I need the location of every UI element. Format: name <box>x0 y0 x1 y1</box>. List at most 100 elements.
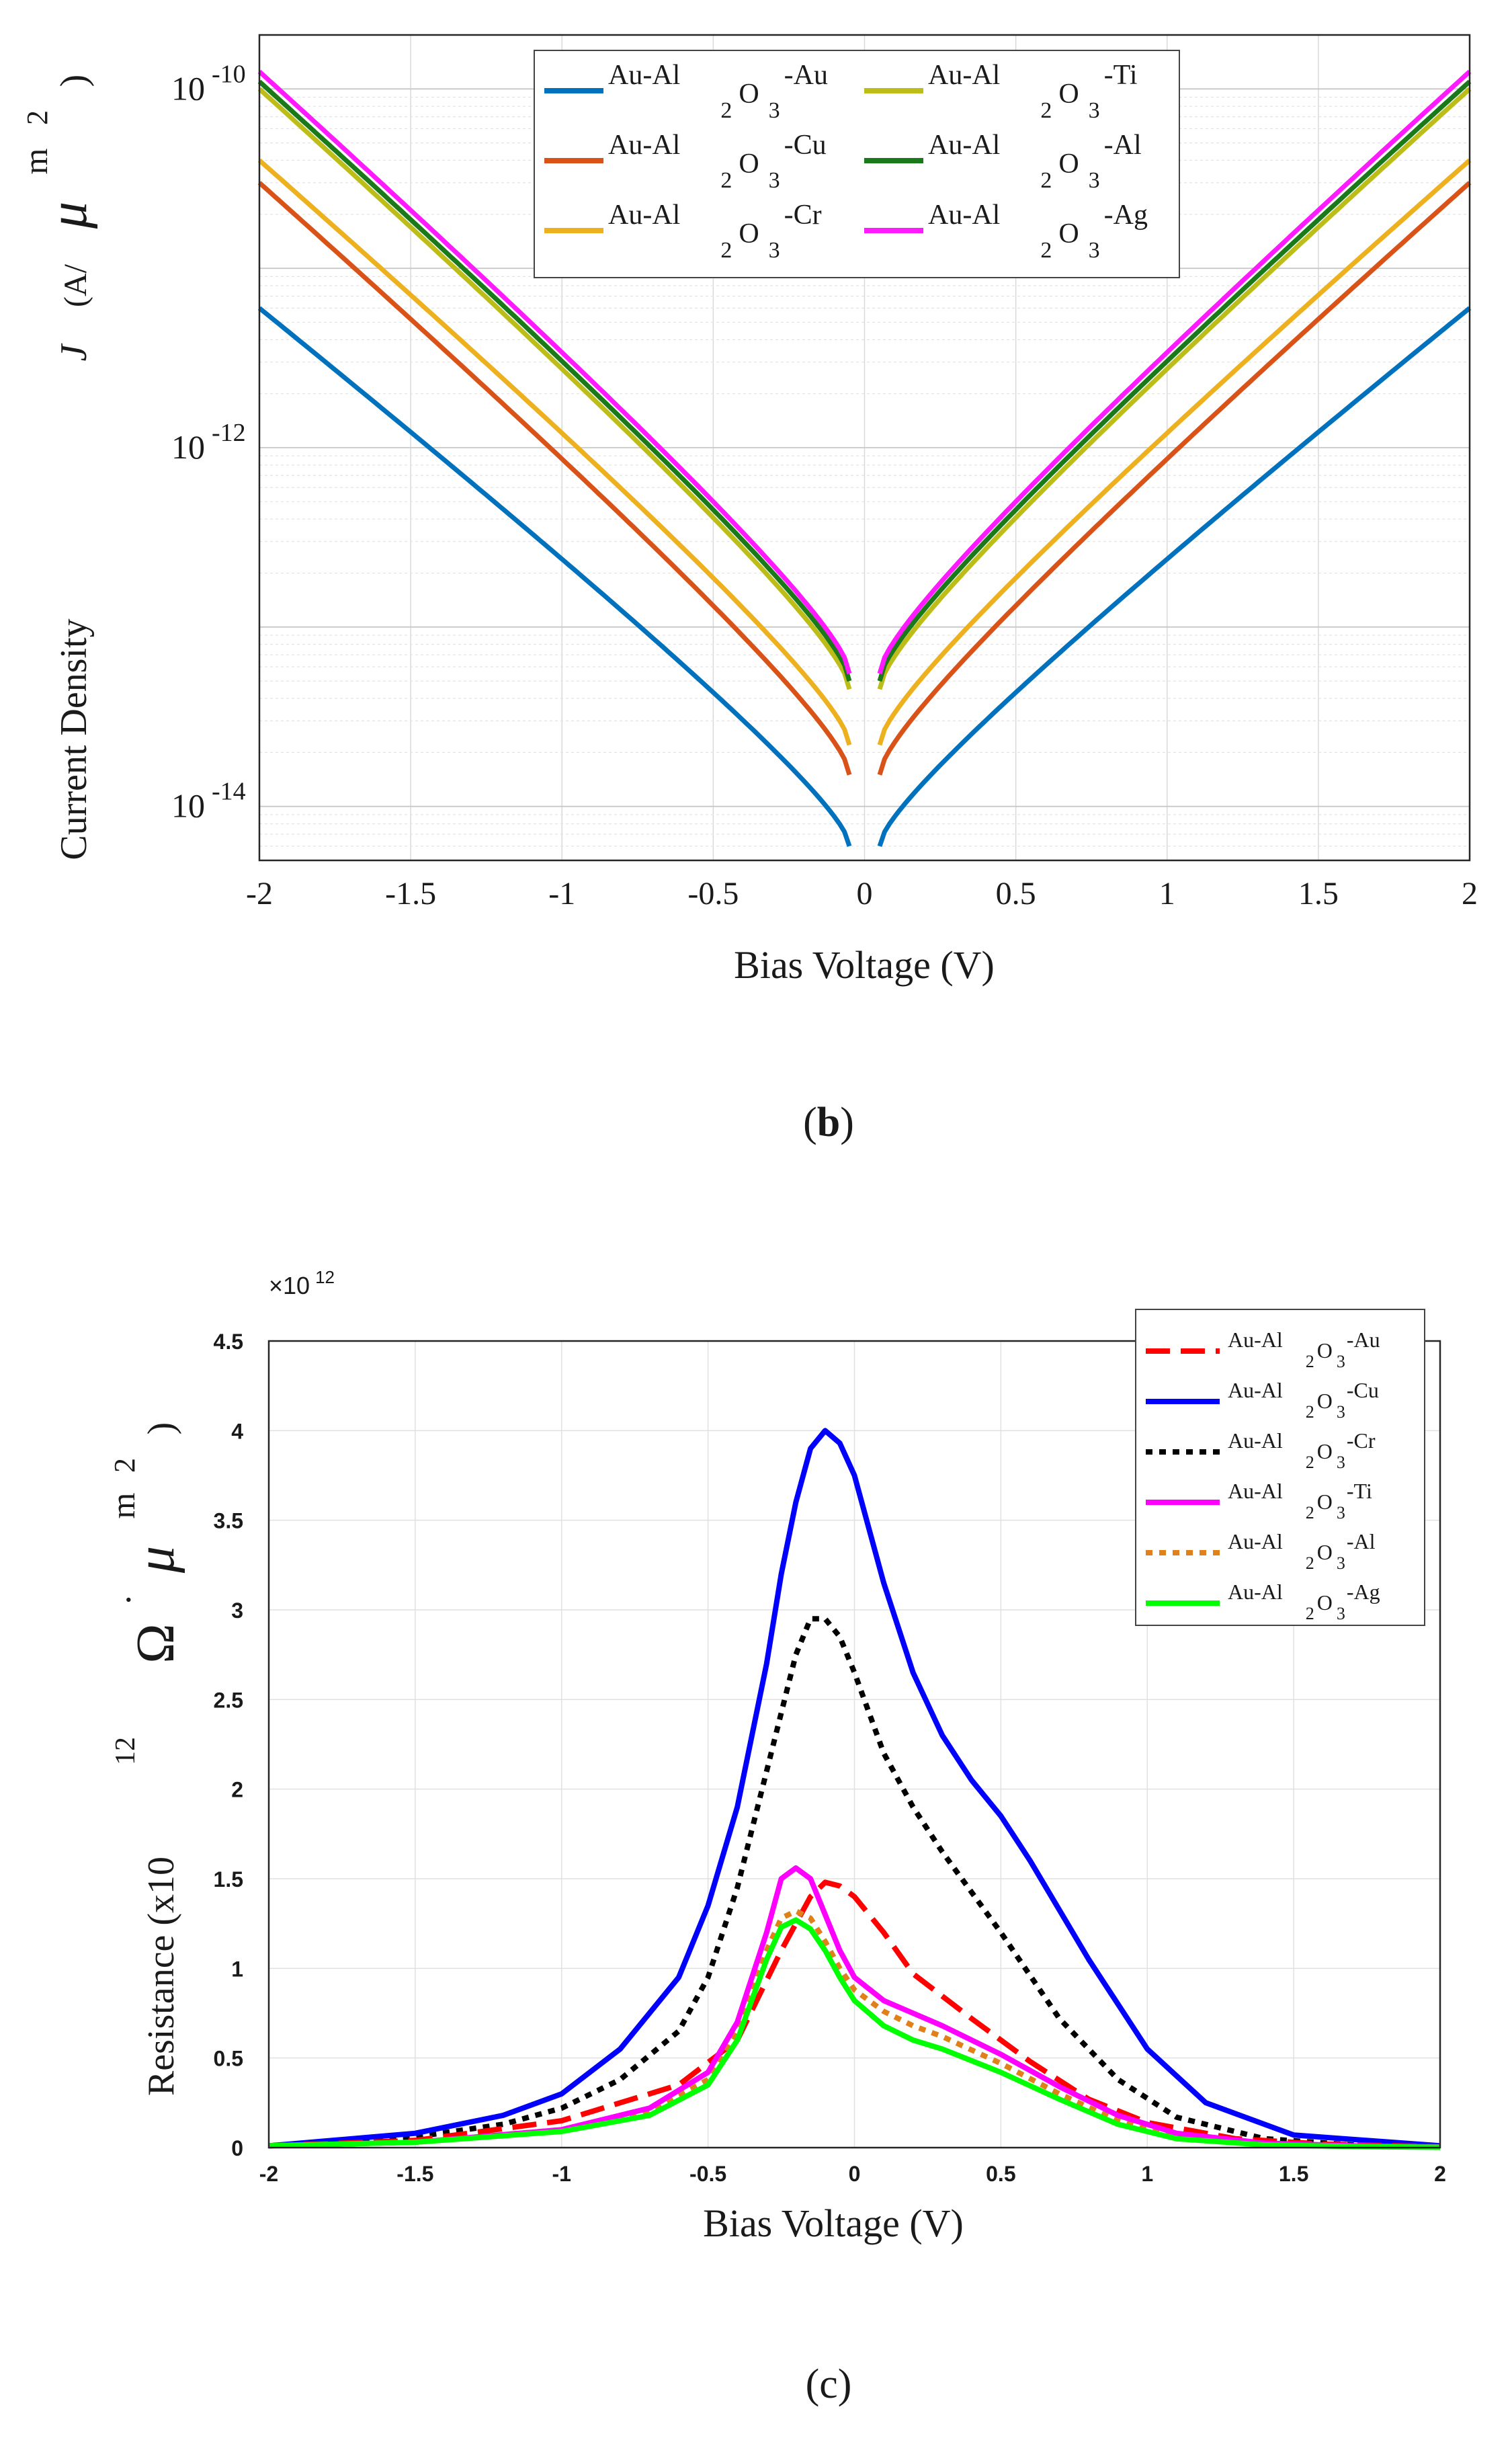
series-line-b-cr <box>257 158 852 746</box>
y-tick-label-b: 10 -10 <box>171 60 246 107</box>
x-tick-label-b: 0.5 <box>996 876 1036 911</box>
x-tick-label-c: 1.5 <box>1279 2162 1308 2186</box>
plot-frame-b <box>258 34 1471 862</box>
x-axis-label-c: Bias Voltage (V) <box>703 2201 964 2245</box>
series-line-b-au <box>877 306 1472 848</box>
legend-label-b-ag: Au-Al2O3-Ag <box>928 200 1148 263</box>
grid-c <box>268 1340 1441 2148</box>
series-line-b-cr <box>877 158 1472 746</box>
panel-label-c: (c) <box>806 2361 852 2407</box>
y-axis-label-c: Resistance (x10 12 Ω ˙ μ m 2 ) <box>104 1422 185 2096</box>
series-line-b-cu <box>257 181 852 776</box>
y-tick-base-b: 10 <box>171 428 205 466</box>
legend-label-c-au: Au-Al2 O 3-Au <box>1228 1328 1380 1371</box>
series-line-b-ag <box>257 69 852 675</box>
x-tick-label-c: -2 <box>259 2162 278 2186</box>
y-tick-label-c: 2 <box>231 1778 243 1802</box>
x-tick-label-b: -0.5 <box>687 876 739 911</box>
legend-label-c-ti: Au-Al2 O 3-Ti <box>1228 1479 1372 1522</box>
series-line-c-ag <box>268 1917 1441 2150</box>
legend-label-c-cr: Au-Al2 O 3-Cr <box>1228 1428 1376 1472</box>
series-line-b-ti <box>877 87 1472 690</box>
x-tick-label-c: 0.5 <box>986 2162 1015 2186</box>
y-axis-label-m-c: m <box>104 1492 142 1518</box>
legend-label-b-cu: Au-Al2O3-Cu <box>608 130 827 193</box>
y-axis-label-exp12-c: 12 <box>110 1737 141 1765</box>
y-axis-label-symbol-b: J <box>53 342 95 361</box>
legend-c: Au-Al2 O 3-Au Au-Al2 O 3-Cu Au-Al2 O 3-Cr Au-Al2 O… <box>1135 1309 1425 1626</box>
series-line-c-au <box>268 1879 1441 2150</box>
y-tick-label-c: 4.5 <box>214 1330 243 1354</box>
y-tick-labels-c: 0 0.5 1 1.5 2 2.5 3 3.5 4 4.5 <box>214 1330 244 2160</box>
series-line-b-au <box>257 306 852 848</box>
y-tick-label-c: 0 <box>231 2136 243 2160</box>
y-tick-label-b: 10 -12 <box>171 419 246 466</box>
y-multiplier-exp-c: 12 <box>315 1267 335 1287</box>
y-tick-exp-b: -12 <box>212 419 246 447</box>
y-tick-label-c: 2.5 <box>214 1688 243 1712</box>
y-tick-exp-b: -10 <box>212 60 246 88</box>
legend-label-c-cu: Au-Al2 O 3-Cu <box>1228 1378 1379 1422</box>
y-multiplier-base-c: ×10 <box>269 1272 310 1299</box>
y-tick-label-c: 3.5 <box>214 1509 243 1533</box>
legend-b: Au-Al2O3-Au Au-Al2O3-Cu Au-Al2O3-Cr Au-Al2O… <box>534 50 1180 278</box>
legend-label-c-al: Au-Al2 O 3-Al <box>1228 1529 1376 1573</box>
y-tick-base-b: 10 <box>171 69 205 107</box>
series-line-b-al <box>877 79 1472 682</box>
y-tick-exp-b: -14 <box>212 778 246 806</box>
y-axis-label-mu-b: μ <box>39 202 98 229</box>
y-axis-label-exp-b: 2 <box>21 110 54 125</box>
x-tick-label-c: -1 <box>552 2162 571 2186</box>
legend-label-b-au: Au-Al2O3-Au <box>608 60 828 123</box>
y-axis-label-close-b: ) <box>53 75 95 87</box>
y-axis-label-b: Current Density J (A/ μ m 2 ) <box>17 75 98 860</box>
x-tick-label-b: 2 <box>1462 876 1478 911</box>
x-tick-label-c: -1.5 <box>396 2162 433 2186</box>
series-lines-c <box>268 1428 1441 2150</box>
y-axis-label-close-c: ) <box>140 1422 182 1435</box>
series-line-b-cu <box>877 181 1472 776</box>
y-tick-label-c: 1 <box>231 1957 243 1981</box>
series-line-b-al <box>257 79 852 682</box>
y-axis-label-main-b: Current Density <box>53 618 95 860</box>
x-tick-label-c: 2 <box>1434 2162 1446 2186</box>
x-tick-label-b: 0 <box>857 876 873 911</box>
y-axis-label-unit-prefix-b: (A/ <box>58 263 93 307</box>
panel-label-b: (b) <box>803 1100 854 1145</box>
x-tick-label-c: 0 <box>849 2162 861 2186</box>
y-tick-label-c: 4 <box>231 1419 243 1443</box>
series-line-c-cr <box>268 1616 1441 2150</box>
chart-panel-c: -2 -1.5 -1 -0.5 0 0.5 1 1.5 2 0 0.5 1 1.5 2 2.5 3 3.5 4 4… <box>104 1267 1446 2407</box>
legend-box-b <box>534 50 1180 278</box>
legend-label-b-al: Au-Al2O3-Al <box>928 130 1142 193</box>
x-tick-label-b: -2 <box>246 876 273 911</box>
x-tick-label-c: 1 <box>1141 2162 1153 2186</box>
x-tick-label-b: 1.5 <box>1298 876 1339 911</box>
y-tick-label-c: 1.5 <box>214 1867 243 1892</box>
legend-label-b-ti: Au-Al2O3-Ti <box>928 60 1138 123</box>
x-tick-labels-b: -2 -1.5 -1 -0.5 0 0.5 1 1.5 2 <box>246 876 1478 911</box>
x-tick-labels-c: -2 -1.5 -1 -0.5 0 0.5 1 1.5 2 <box>259 2162 1446 2186</box>
y-tick-label-c: 0.5 <box>214 2047 243 2071</box>
x-axis-label-b: Bias Voltage (V) <box>734 943 995 987</box>
y-axis-label-exp2-c: 2 <box>108 1458 141 1473</box>
x-tick-label-b: -1 <box>548 876 575 911</box>
panel-letter-c: c <box>819 2361 838 2407</box>
series-line-c-al <box>268 1908 1441 2150</box>
y-axis-label-main-c: Resistance (x10 <box>140 1857 182 2096</box>
plot-frame-c <box>267 1340 1441 2149</box>
y-tick-base-b: 10 <box>171 787 205 825</box>
y-tick-label-b: 10 -14 <box>171 778 246 825</box>
x-tick-label-b: -1.5 <box>385 876 436 911</box>
y-axis-label-mu-c: μ <box>126 1546 185 1574</box>
legend-label-b-cr: Au-Al2O3-Cr <box>608 200 822 263</box>
y-axis-label-dot-c: ˙ <box>118 1593 162 1607</box>
panel-letter-b: b <box>817 1100 840 1145</box>
legend-box-c <box>1135 1309 1425 1626</box>
x-tick-label-b: 1 <box>1159 876 1175 911</box>
series-line-c-ti <box>268 1865 1441 2150</box>
y-multiplier-c: ×10 12 <box>269 1267 335 1299</box>
series-line-c-cu <box>268 1428 1441 2149</box>
